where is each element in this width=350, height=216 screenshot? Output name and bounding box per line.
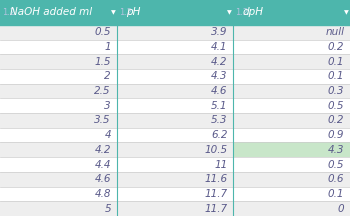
Text: 4.6: 4.6	[211, 86, 228, 96]
Bar	[0, 143, 117, 157]
Bar	[117, 201, 233, 216]
Bar	[117, 172, 233, 187]
Bar	[233, 40, 350, 54]
Text: 0.1: 0.1	[328, 189, 344, 199]
Text: 0.5: 0.5	[328, 101, 344, 111]
Text: ▼: ▼	[227, 10, 232, 15]
Text: 0.2: 0.2	[328, 115, 344, 125]
Text: 1: 1	[104, 42, 111, 52]
Bar	[117, 98, 233, 113]
Text: 4.3: 4.3	[211, 71, 228, 81]
Text: 3: 3	[104, 101, 111, 111]
Bar	[0, 69, 117, 84]
Bar	[117, 113, 233, 128]
Bar	[0, 157, 117, 172]
Text: 0: 0	[338, 204, 344, 214]
Bar	[233, 98, 350, 113]
Bar	[233, 201, 350, 216]
Text: 0.5: 0.5	[94, 27, 111, 37]
Bar	[0, 172, 117, 187]
Text: 6.2: 6.2	[211, 130, 228, 140]
Bar	[117, 187, 233, 201]
Text: 1.2: 1.2	[2, 8, 15, 17]
Bar	[0, 187, 117, 201]
Bar	[0, 54, 117, 69]
Text: 1.2: 1.2	[235, 8, 248, 17]
Text: 4.8: 4.8	[94, 189, 111, 199]
Bar	[117, 25, 233, 40]
Text: 10.5: 10.5	[204, 145, 228, 155]
Text: 4.3: 4.3	[328, 145, 344, 155]
Text: 4.6: 4.6	[94, 174, 111, 184]
Bar	[233, 187, 350, 201]
Bar	[233, 157, 350, 172]
Text: dpH: dpH	[243, 7, 264, 17]
Text: 4.2: 4.2	[211, 57, 228, 67]
Text: 4.2: 4.2	[94, 145, 111, 155]
Text: 4.1: 4.1	[211, 42, 228, 52]
Text: 0.1: 0.1	[328, 71, 344, 81]
Text: 11: 11	[214, 160, 228, 170]
Bar	[0, 128, 117, 143]
Text: 0.1: 0.1	[328, 57, 344, 67]
Bar	[0, 0, 117, 25]
Text: 1.2: 1.2	[119, 8, 132, 17]
Bar	[233, 172, 350, 187]
Bar	[0, 113, 117, 128]
Text: 3.5: 3.5	[94, 115, 111, 125]
Text: 2.5: 2.5	[94, 86, 111, 96]
Text: 0.6: 0.6	[328, 174, 344, 184]
Bar	[117, 143, 233, 157]
Text: 5.1: 5.1	[211, 101, 228, 111]
Text: 4: 4	[104, 130, 111, 140]
Text: ▼: ▼	[344, 10, 349, 15]
Text: 11.7: 11.7	[204, 189, 228, 199]
Bar	[233, 0, 350, 25]
Bar	[233, 113, 350, 128]
Text: 11.7: 11.7	[204, 204, 228, 214]
Bar	[117, 157, 233, 172]
Bar	[117, 54, 233, 69]
Bar	[233, 84, 350, 98]
Bar	[233, 128, 350, 143]
Bar	[233, 25, 350, 40]
Text: 3.9: 3.9	[211, 27, 228, 37]
Text: 1.5: 1.5	[94, 57, 111, 67]
Bar	[117, 0, 233, 25]
Bar	[233, 143, 350, 157]
Text: 2: 2	[104, 71, 111, 81]
Text: null: null	[326, 27, 344, 37]
Bar	[0, 25, 117, 40]
Bar	[117, 128, 233, 143]
Text: 11.6: 11.6	[204, 174, 228, 184]
Text: 0.9: 0.9	[328, 130, 344, 140]
Bar	[117, 40, 233, 54]
Text: 0.5: 0.5	[328, 160, 344, 170]
Text: pH: pH	[126, 7, 141, 17]
Bar	[0, 201, 117, 216]
Bar	[233, 69, 350, 84]
Text: 5.3: 5.3	[211, 115, 228, 125]
Text: NaOH added ml: NaOH added ml	[10, 7, 92, 17]
Bar	[233, 54, 350, 69]
Bar	[0, 84, 117, 98]
Bar	[0, 98, 117, 113]
Text: 0.2: 0.2	[328, 42, 344, 52]
Text: ▼: ▼	[111, 10, 116, 15]
Bar	[117, 69, 233, 84]
Text: 5: 5	[104, 204, 111, 214]
Bar	[117, 84, 233, 98]
Text: 4.4: 4.4	[94, 160, 111, 170]
Bar	[0, 40, 117, 54]
Text: 0.3: 0.3	[328, 86, 344, 96]
